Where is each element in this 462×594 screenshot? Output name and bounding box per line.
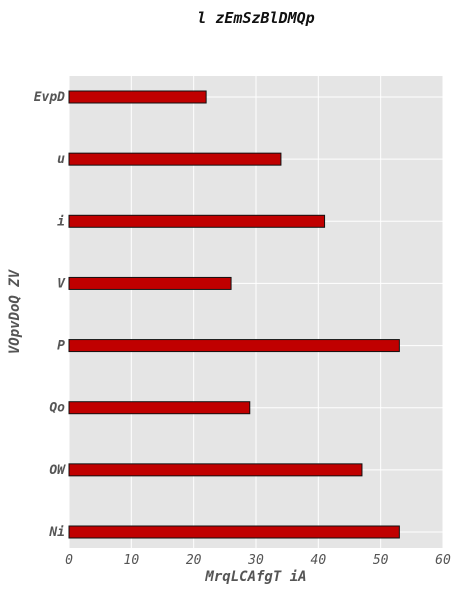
x-tick-label: 30 xyxy=(247,553,264,568)
bar-EvpD xyxy=(68,90,207,104)
y-axis-ticks: Ni OW Qo P Vi u EvpD xyxy=(34,90,66,540)
x-tick-label: 20 xyxy=(186,553,202,568)
bar-Qo xyxy=(68,401,251,415)
y-tick-label: Qo xyxy=(49,401,65,416)
x-axis-label: MrqLCAfgT iA xyxy=(204,569,306,585)
y-tick-label: OW xyxy=(49,463,66,478)
y-tick-label: u xyxy=(57,152,65,167)
bars xyxy=(68,90,400,539)
x-tick-label: 10 xyxy=(124,553,140,568)
y-tick-label: EvpD xyxy=(34,90,65,105)
x-tick-label: 60 xyxy=(435,553,451,568)
y-tick-label: P xyxy=(57,339,65,354)
x-axis-ticks: 0 10 20 30 40 50 60 xyxy=(65,553,451,568)
y-tick-label: V xyxy=(57,276,66,291)
bar-Ni xyxy=(68,525,400,539)
chart-title: l zEmSzBlDMQp xyxy=(197,9,314,27)
bar-u xyxy=(68,152,282,166)
x-tick-label: 50 xyxy=(373,553,389,568)
x-tick-label: 0 xyxy=(65,553,73,568)
y-tick-label: i xyxy=(57,214,65,229)
bar-P xyxy=(68,339,400,353)
y-axis-label: VOpvDoQ ZV xyxy=(7,268,23,354)
bar-V xyxy=(68,276,232,290)
bar-i xyxy=(68,214,326,228)
y-tick-label: Ni xyxy=(48,525,65,540)
x-tick-label: 40 xyxy=(311,553,327,568)
bar-OW xyxy=(68,463,363,477)
